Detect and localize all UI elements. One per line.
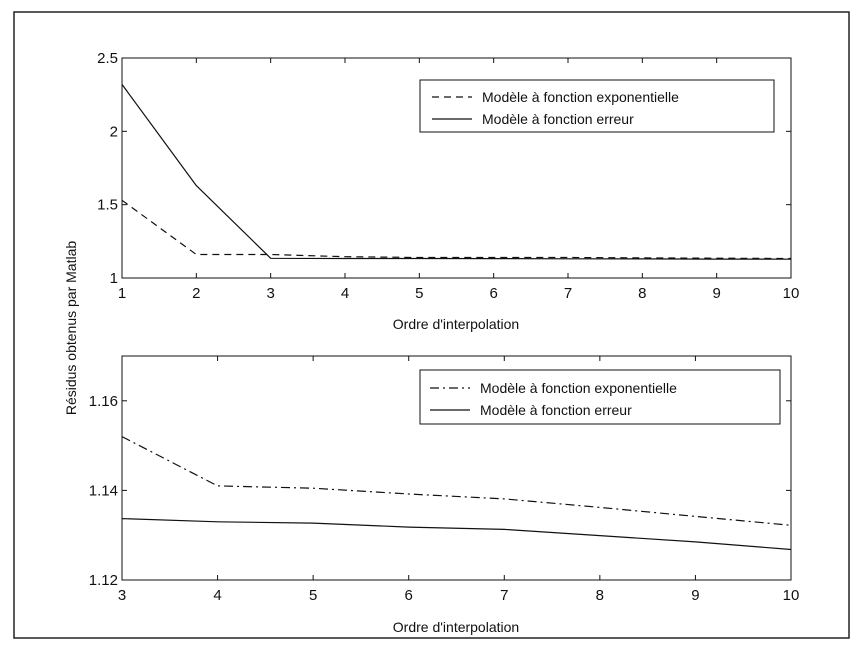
bottom-ytick-label: 1.12 [89, 572, 118, 589]
bottom-xtick-label: 7 [500, 587, 508, 604]
top-legend-box [419, 79, 775, 133]
bottom-legend-label-error: Modèle à fonction erreur [480, 402, 632, 418]
top-legend-label-exponential: Modèle à fonction exponentielle [482, 89, 679, 105]
top-xtick-label: 6 [489, 285, 497, 302]
shared-ylabel: Résidus obtenus par Matlab [63, 241, 79, 416]
top-xtick-label: 1 [118, 285, 126, 302]
top-series-line-error [121, 84, 792, 260]
bottom-xtick-label: 6 [405, 587, 413, 604]
top-xtick-label: 3 [266, 285, 274, 302]
bottom-xtick-label: 5 [309, 587, 317, 604]
bottom-ticks: 3 4 5 6 7 8 9 10 1.12 1.14 1.16 [89, 356, 800, 604]
top-xtick-label: 5 [415, 285, 423, 302]
top-ticks: 1 2 3 4 5 6 7 8 9 10 1 1.5 2 2.5 [97, 50, 799, 302]
top-series-lines [121, 84, 792, 260]
bottom-legend-label-exponential: Modèle à fonction exponentielle [480, 380, 677, 396]
bottom-xtick-label: 8 [596, 587, 604, 604]
bottom-legend-box [419, 369, 781, 425]
top-xtick-label: 4 [341, 285, 349, 302]
top-ytick-label: 2 [110, 123, 118, 140]
top-xtick-label: 9 [712, 285, 720, 302]
bottom-series-line-error [121, 518, 792, 551]
bottom-series-line-exponential [121, 436, 792, 526]
bottom-ytick-label: 1.14 [89, 482, 118, 499]
bottom-legend: Modèle à fonction exponentielle Modèle à… [419, 369, 781, 425]
top-ytick-label: 2.5 [97, 50, 118, 67]
top-xlabel: Ordre d'interpolation [393, 316, 519, 332]
top-ytick-label: 1.5 [97, 197, 118, 214]
bottom-xlabel: Ordre d'interpolation [393, 619, 519, 635]
top-series-line-exponential [121, 199, 792, 260]
bottom-series-lines [121, 436, 792, 551]
bottom-ytick-label: 1.16 [89, 393, 118, 410]
figure-frame [13, 11, 850, 639]
top-xtick-label: 10 [783, 285, 800, 302]
top-xtick-label: 2 [192, 285, 200, 302]
top-ytick-label: 1 [110, 270, 118, 287]
bottom-xtick-label: 9 [691, 587, 699, 604]
bottom-xtick-label: 10 [783, 587, 800, 604]
bottom-xtick-label: 4 [213, 587, 221, 604]
bottom-panel: 3 4 5 6 7 8 9 10 1.12 1.14 1.16 Ordre d'interpolat… [89, 355, 800, 635]
top-panel: 1 2 3 4 5 6 7 8 9 10 1 1.5 2 2.5 Ordre d'interpolatio… [97, 50, 799, 332]
top-legend: Modèle à fonction exponentielle Modèle à… [419, 79, 775, 133]
top-xtick-label: 7 [564, 285, 572, 302]
top-legend-label-error: Modèle à fonction erreur [482, 111, 634, 127]
top-xtick-label: 8 [638, 285, 646, 302]
bottom-xtick-label: 3 [118, 587, 126, 604]
